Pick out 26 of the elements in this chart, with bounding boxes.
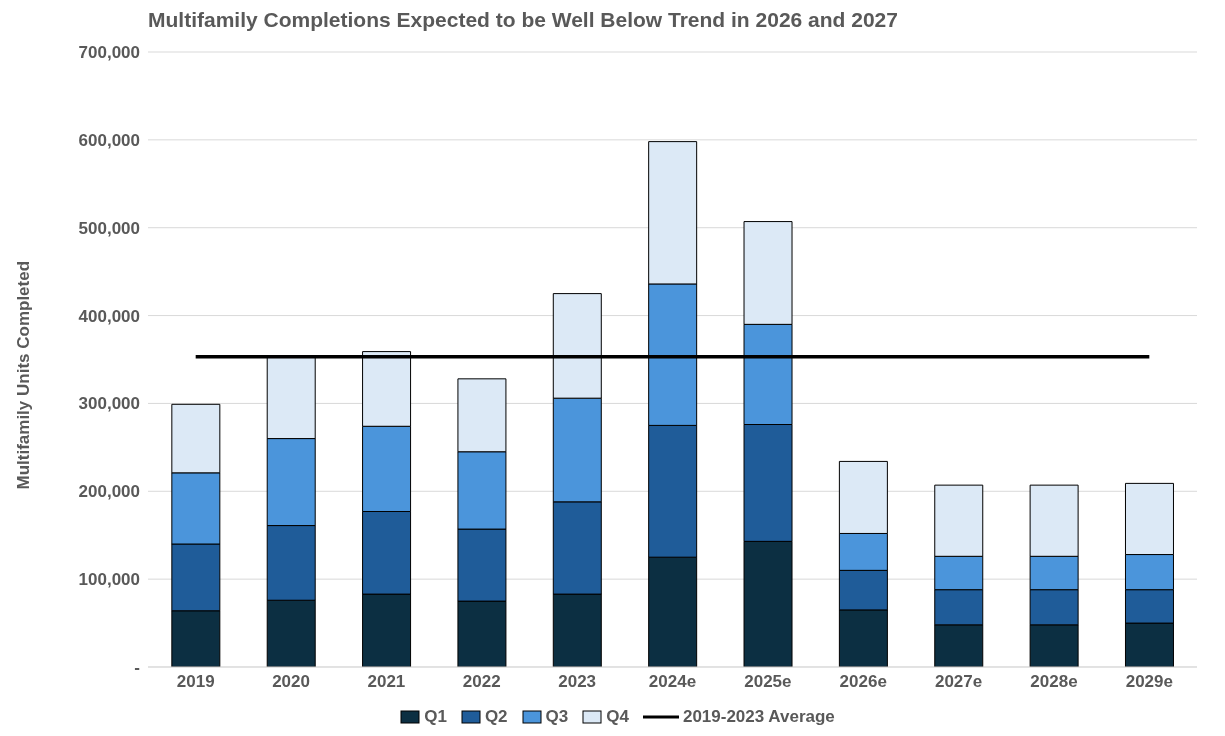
chart-title: Multifamily Completions Expected to be Well Below Trend in 2026 and 2027	[147, 8, 899, 33]
y-tick-label: 300,000	[78, 394, 140, 414]
x-tick-label: 2029e	[1125, 672, 1173, 692]
x-tick-label: 2025e	[744, 672, 792, 692]
y-tick-label: 200,000	[78, 482, 140, 502]
y-tick-label: 500,000	[78, 218, 140, 238]
legend-label: Q1	[423, 707, 447, 727]
y-tick-label: 600,000	[78, 130, 140, 150]
x-tick-label: 2023	[558, 672, 597, 692]
y-tick-label: 400,000	[78, 306, 140, 326]
x-tick-label: 2028e	[1030, 672, 1078, 692]
y-axis-title: Multifamily Units Completed	[14, 260, 34, 490]
x-tick-label: 2027e	[934, 672, 983, 692]
x-tick-label: 2020	[272, 672, 310, 692]
y-tick-label: 700,000	[78, 43, 140, 63]
x-tick-label: 2022	[462, 672, 501, 692]
x-tick-label: 2021	[367, 672, 406, 692]
legend-label: Q4	[605, 707, 629, 727]
y-tick-label: -	[134, 658, 140, 678]
y-tick-label: 100,000	[78, 570, 140, 590]
x-tick-label: 2019	[176, 672, 215, 692]
x-tick-label: 2024e	[648, 672, 697, 692]
legend-label: Q3	[544, 707, 569, 727]
legend-label: Q2	[483, 707, 508, 727]
x-tick-label: 2026e	[839, 672, 887, 692]
legend-label: 2019-2023 Average	[681, 707, 835, 727]
